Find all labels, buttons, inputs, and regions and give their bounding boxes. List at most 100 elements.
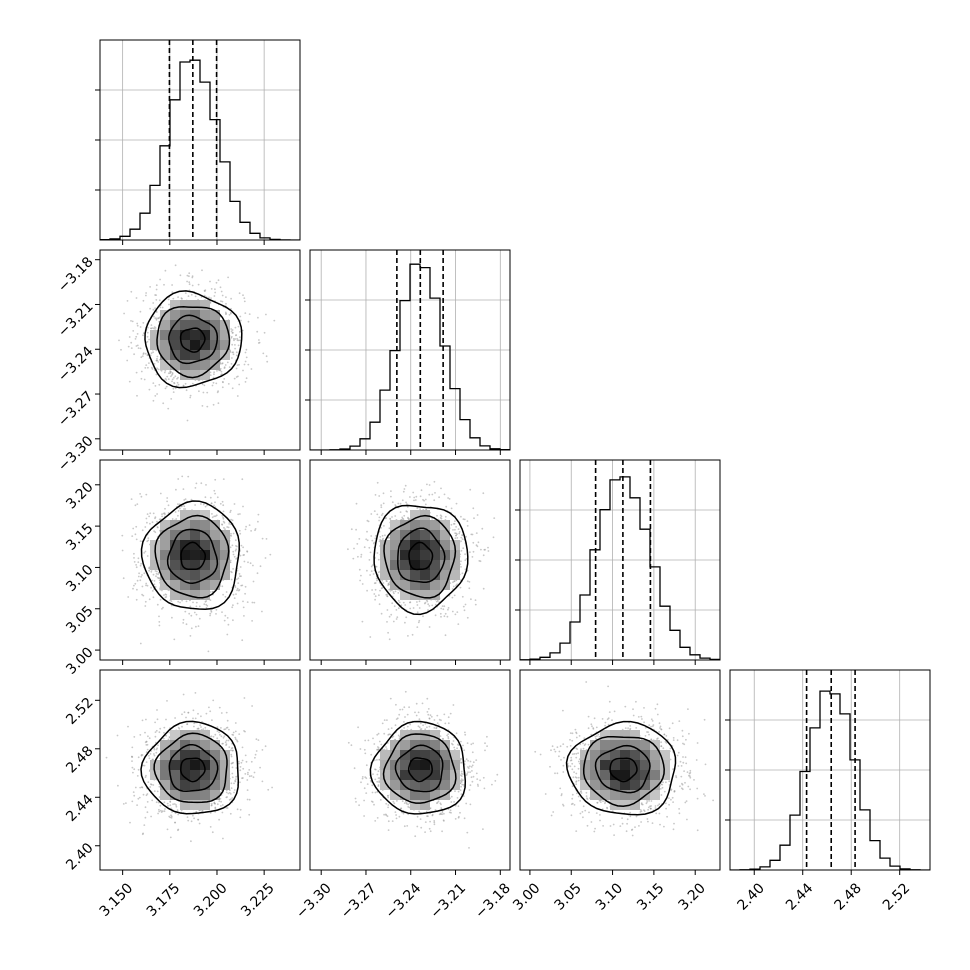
scatter-point: [252, 564, 254, 567]
density-cell: [220, 550, 230, 560]
scatter-point: [246, 779, 249, 781]
scatter-point: [263, 331, 266, 334]
scatter-point: [211, 513, 213, 515]
scatter-point: [213, 504, 215, 507]
contour-level-2: [156, 306, 231, 379]
scatter-point: [150, 327, 152, 330]
scatter-point: [148, 569, 151, 572]
scatter-point: [140, 370, 143, 373]
scatter-point: [135, 297, 138, 299]
scatter-point: [257, 316, 259, 319]
scatter-point: [151, 590, 154, 592]
scatter-point: [169, 836, 172, 839]
scatter-point: [234, 730, 237, 733]
scatter-point: [247, 320, 250, 323]
density-cell: [440, 520, 450, 530]
scatter-point: [167, 378, 170, 380]
scatter-point: [185, 623, 188, 626]
scatter-point: [451, 588, 454, 590]
y-tick-label-2-0: 3.00: [63, 644, 96, 677]
scatter-point: [213, 295, 216, 297]
scatter-point: [374, 598, 376, 601]
scatter-point: [153, 583, 156, 586]
scatter-point: [179, 274, 182, 277]
scatter-point: [254, 753, 257, 756]
scatter-point: [143, 378, 146, 381]
scatter-point: [371, 539, 374, 542]
scatter-point: [469, 488, 472, 491]
scatter-point: [174, 375, 177, 378]
scatter-point: [482, 554, 485, 557]
scatter-point: [394, 590, 397, 593]
scatter-point: [136, 775, 139, 777]
scatter-point: [221, 804, 224, 806]
scatter-point: [237, 325, 240, 328]
scatter-point: [230, 328, 233, 330]
scatter-point: [481, 527, 484, 530]
scatter-point: [133, 768, 136, 771]
density-cell: [190, 570, 200, 580]
scatter-point: [256, 572, 259, 575]
scatter-point: [157, 573, 160, 576]
scatter-point: [406, 503, 408, 505]
scatter-point: [133, 561, 136, 563]
scatter-point: [221, 300, 224, 303]
scatter-point: [195, 605, 198, 608]
scatter-point: [164, 387, 167, 390]
scatter-point: [235, 334, 238, 336]
scatter-point: [195, 601, 198, 604]
scatter-point: [244, 592, 247, 595]
scatter-point: [233, 597, 236, 599]
scatter-point: [139, 310, 142, 313]
scatter-point: [134, 582, 137, 585]
scatter-point: [376, 579, 378, 582]
scatter-point: [233, 503, 236, 505]
scatter-point: [390, 495, 392, 498]
scatter-point: [137, 347, 140, 349]
density-cell: [390, 520, 400, 530]
scatter-point: [146, 540, 149, 543]
scatter-point: [201, 269, 203, 272]
scatter-point: [227, 526, 230, 529]
scatter-point: [234, 780, 237, 783]
scatter-point: [140, 356, 143, 359]
scatter-point: [446, 615, 449, 618]
scatter-point: [221, 386, 224, 389]
scatter-point: [229, 311, 232, 314]
scatter-point: [135, 598, 138, 601]
scatter-point: [151, 368, 154, 370]
scatter-point: [202, 503, 205, 506]
scatter-point: [145, 294, 147, 297]
scatter-point: [158, 624, 161, 627]
scatter-point: [434, 492, 436, 494]
scatter-point: [146, 354, 149, 357]
scatter-point: [242, 505, 244, 508]
scatter-point: [177, 503, 179, 505]
scatter-point: [412, 491, 415, 494]
scatter-point: [130, 320, 132, 322]
scatter-point: [221, 523, 224, 526]
scatter-point: [416, 604, 419, 606]
scatter-point: [455, 584, 457, 587]
scatter-point: [154, 570, 157, 572]
scatter-point: [137, 768, 140, 771]
scatter-point: [257, 739, 260, 741]
scatter-point: [413, 499, 415, 502]
scatter-point: [174, 717, 177, 719]
scatter-point: [461, 538, 464, 540]
scatter-point: [386, 580, 388, 583]
histogram-panel-1: [305, 249, 511, 455]
scatter-point: [155, 801, 158, 804]
scatter-point: [159, 598, 162, 601]
density-cell: [430, 520, 440, 530]
scatter-point: [151, 521, 154, 524]
scatter-point: [200, 503, 202, 505]
scatter-point: [221, 514, 224, 517]
scatter-point: [145, 292, 148, 294]
density-cell: [210, 310, 220, 320]
scatter-point: [171, 616, 173, 619]
contour-level-1: [166, 528, 219, 584]
scatter-point: [355, 528, 357, 531]
scatter-point: [243, 363, 246, 366]
scatter-point: [463, 518, 466, 521]
